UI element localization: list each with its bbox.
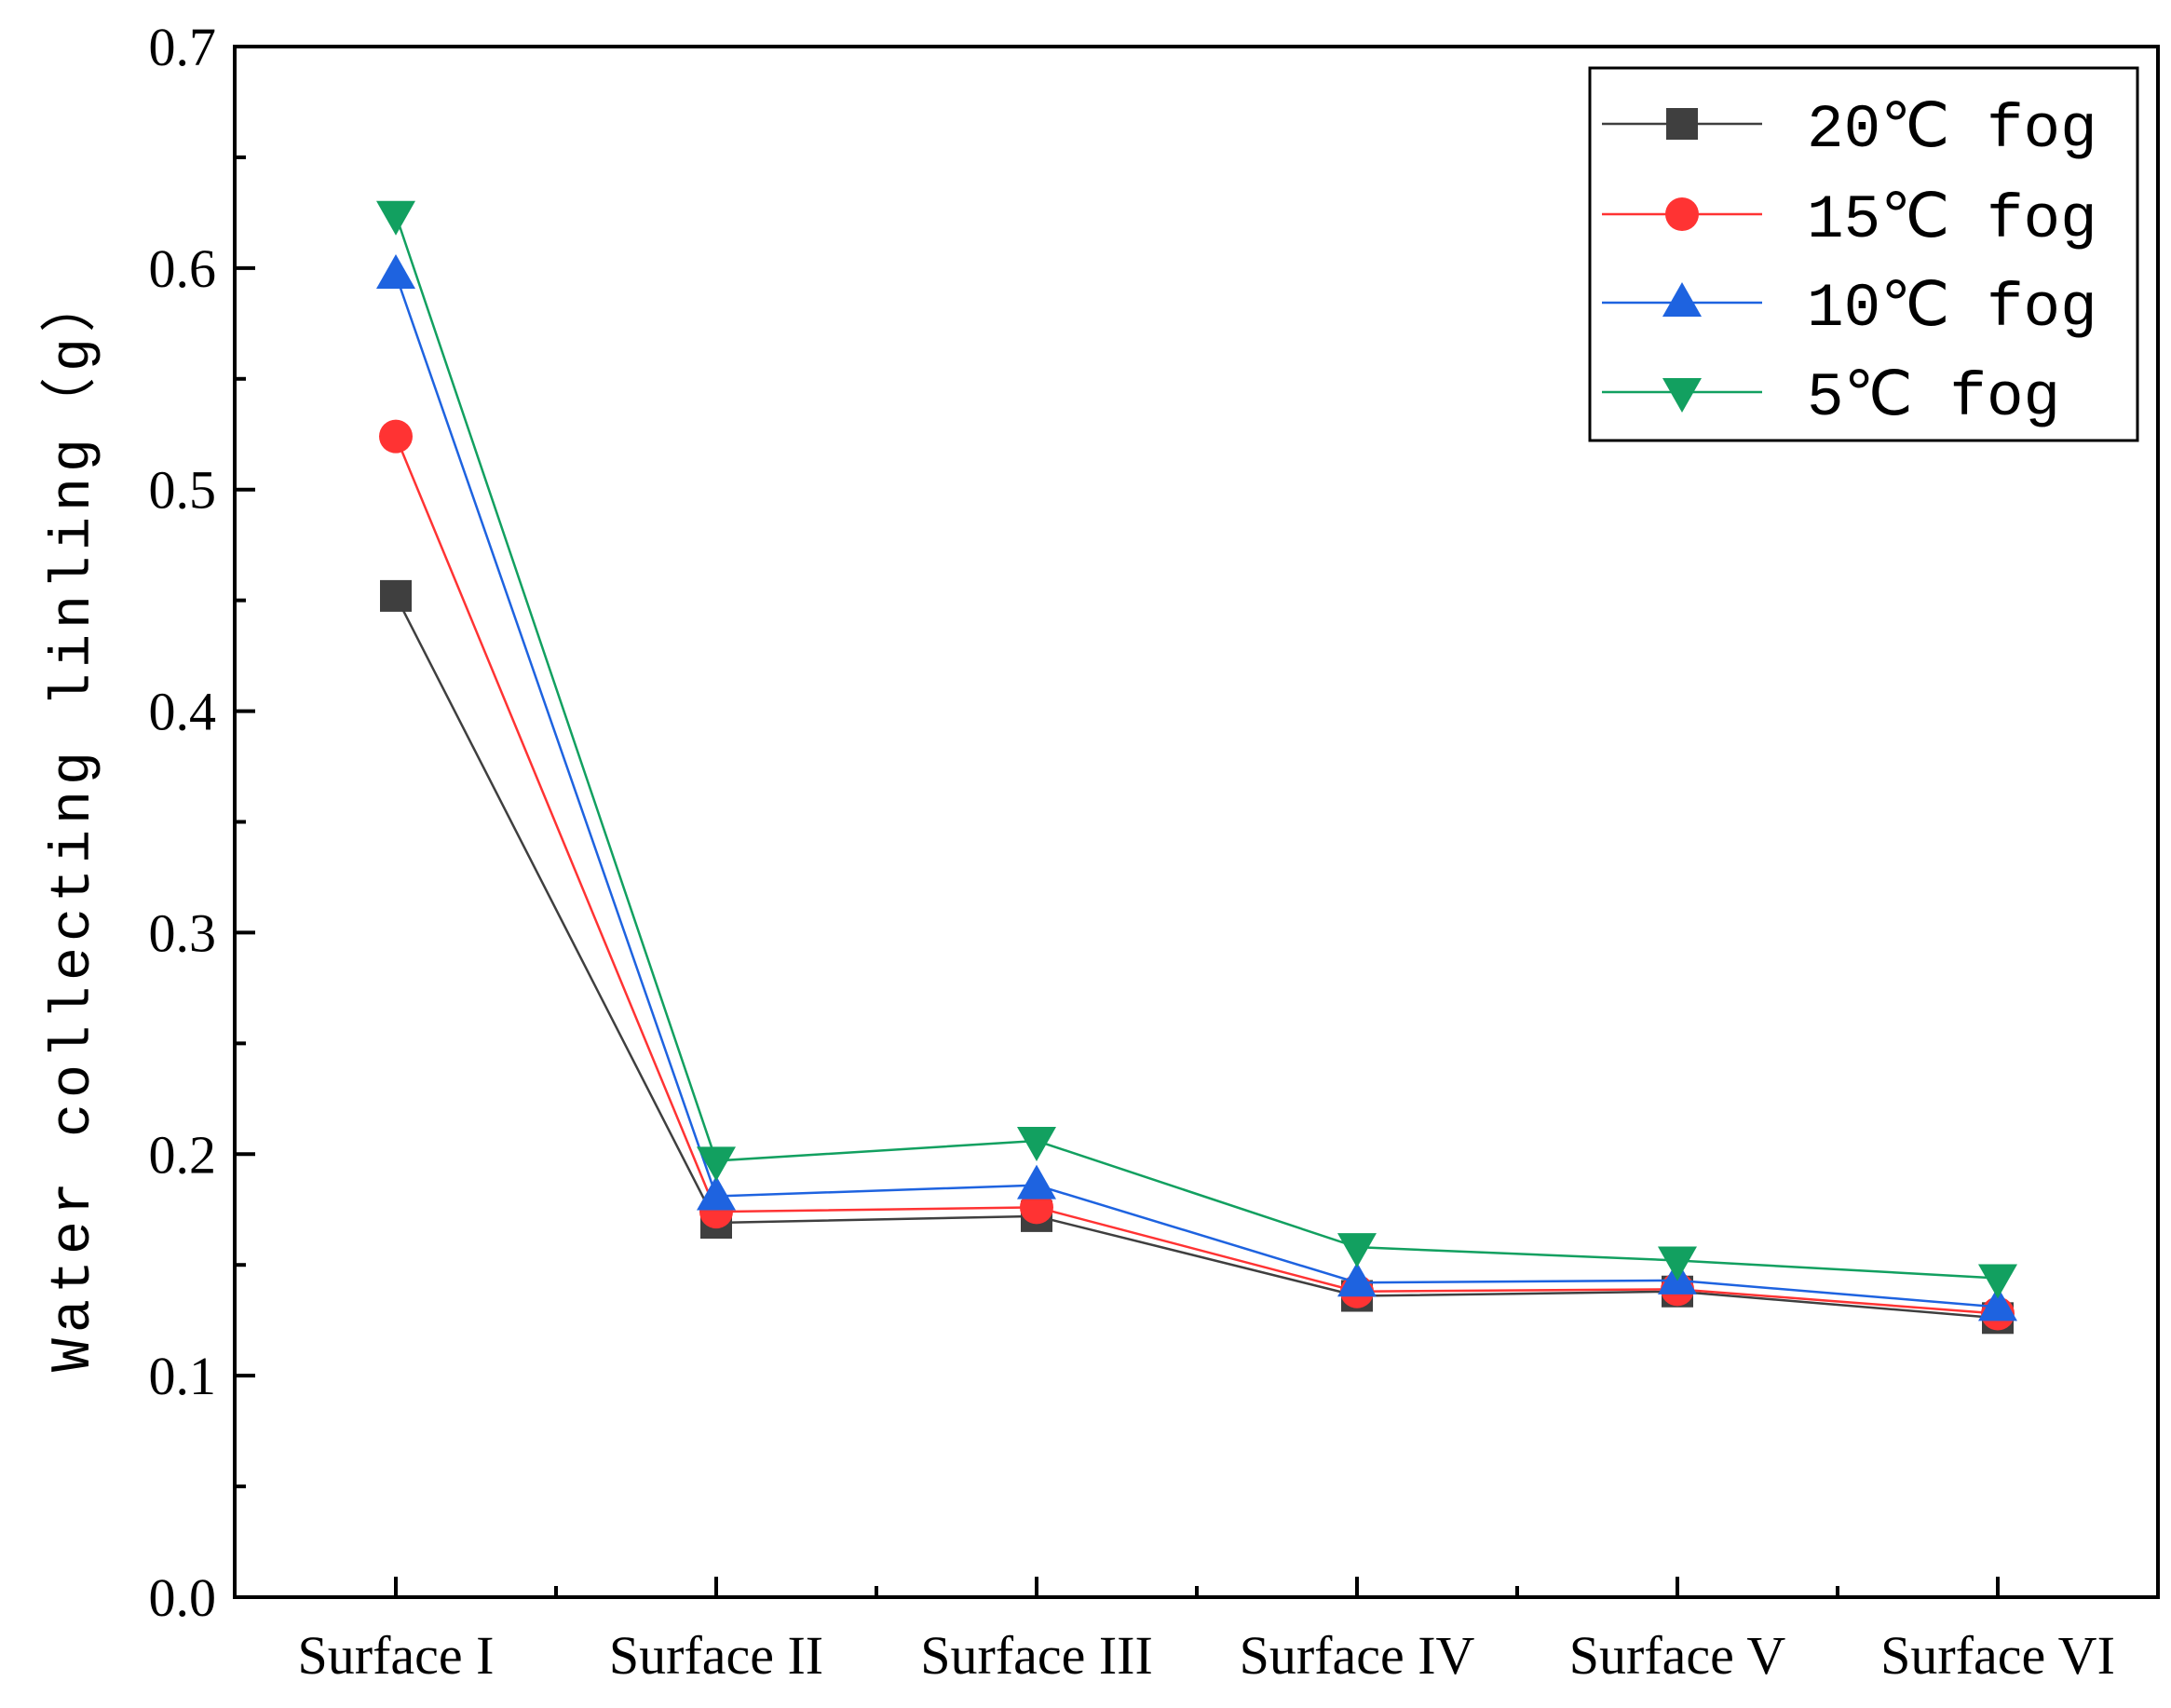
data-point <box>376 253 415 289</box>
data-point <box>380 579 412 612</box>
data-point <box>1017 1164 1056 1200</box>
data-point <box>1978 1264 2017 1299</box>
x-tick-label: Surface I <box>298 1625 495 1686</box>
data-point <box>1337 1233 1377 1268</box>
y-axis-title: Water collecting linling（g） <box>40 271 106 1372</box>
series-line <box>394 214 1999 1280</box>
x-tick-label: Surface III <box>920 1625 1153 1686</box>
legend-marker <box>1666 108 1698 140</box>
legend-marker <box>1662 282 1702 317</box>
y-tick-label: 0.3 <box>149 902 217 963</box>
x-tick-label: Surface II <box>609 1625 823 1686</box>
series-layer <box>376 200 2017 1335</box>
y-tick-label: 0.6 <box>149 238 217 299</box>
data-point <box>379 419 413 454</box>
legend-label: 15℃ fog <box>1807 185 2097 255</box>
legend-item: 20℃ fog <box>1602 95 2097 165</box>
legend-item: 5℃ fog <box>1602 363 2060 433</box>
legend-label: 20℃ fog <box>1807 95 2097 165</box>
y-axis: 0.0 0.1 0.2 0.3 0.4 0.5 0.6 0.7 <box>149 17 255 1628</box>
data-point <box>376 200 415 236</box>
y-tick-label: 0.0 <box>149 1567 217 1628</box>
data-point <box>1658 1246 1697 1281</box>
legend-marker <box>1662 378 1702 413</box>
legend-label: 5℃ fog <box>1807 363 2060 433</box>
y-tick-label: 0.2 <box>149 1124 217 1185</box>
legend-item: 10℃ fog <box>1602 274 2097 344</box>
legend-label: 10℃ fog <box>1807 274 2097 344</box>
x-tick-label: Surface IV <box>1240 1625 1475 1686</box>
legend-marker <box>1665 197 1699 231</box>
data-point <box>697 1175 736 1211</box>
legend-item: 15℃ fog <box>1602 185 2097 255</box>
data-point <box>1017 1127 1056 1162</box>
data-point <box>1978 1286 2017 1322</box>
legend: 20℃ fog 15℃ fog 10℃ fog 5℃ fog <box>1588 66 2139 442</box>
data-point <box>697 1146 736 1182</box>
series-line <box>394 595 1999 1320</box>
y-tick-label: 0.4 <box>149 682 217 742</box>
y-tick-label: 0.1 <box>149 1346 217 1406</box>
series-4 <box>376 200 2017 1299</box>
data-point <box>1337 1262 1377 1297</box>
y-tick-label: 0.5 <box>149 460 217 521</box>
y-tick-label: 0.7 <box>149 17 217 77</box>
series-1 <box>380 579 2014 1335</box>
x-tick-label: Surface V <box>1569 1625 1786 1686</box>
series-line <box>394 274 1999 1308</box>
x-tick-label: Surface VI <box>1880 1625 2115 1686</box>
x-axis: Surface I Surface II Surface III Surface IV… <box>298 1577 2115 1686</box>
series-line <box>394 436 1999 1315</box>
series-3 <box>376 253 2017 1322</box>
